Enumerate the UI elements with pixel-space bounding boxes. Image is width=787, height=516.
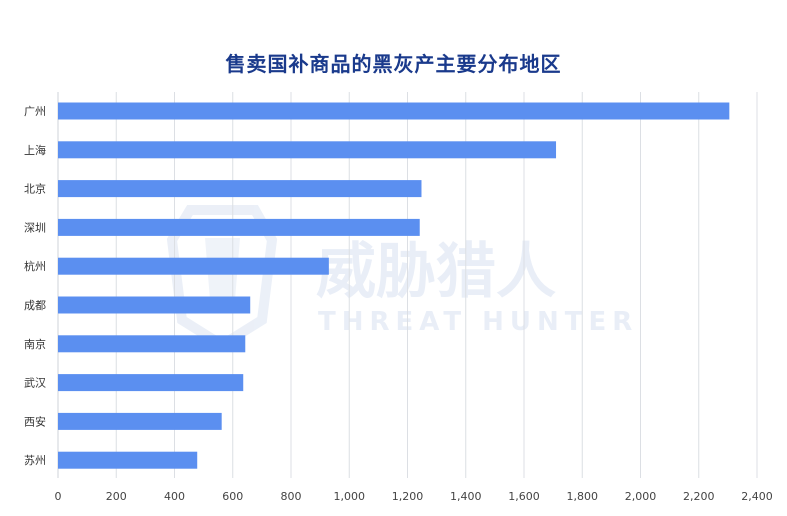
bar: [58, 180, 422, 198]
x-tick-label: 800: [281, 490, 302, 503]
x-axis-ticks: 0 200 400 600 800 1,000 1,200 1,400 1,600 1,800 2,…: [55, 490, 773, 503]
y-category-label: 西安: [24, 414, 46, 428]
x-tick-label: 2,000: [625, 490, 657, 503]
chart-title: 售卖国补商品的黑灰产主要分布地区: [225, 52, 562, 76]
x-tick-label: 2,400: [741, 490, 773, 503]
bars: [58, 102, 730, 469]
x-tick-label: 1,800: [567, 490, 599, 503]
x-tick-label: 600: [222, 490, 243, 503]
y-category-label: 成都: [24, 299, 46, 312]
x-tick-label: 400: [164, 490, 185, 503]
x-tick-label: 2,200: [683, 490, 715, 503]
y-category-label: 广州: [24, 105, 46, 118]
y-category-label: 苏州: [24, 454, 46, 467]
y-category-label: 南京: [24, 337, 46, 351]
bar: [58, 451, 198, 469]
bar: [58, 102, 730, 120]
x-tick-label: 1,400: [450, 490, 482, 503]
x-tick-label: 1,200: [392, 490, 424, 503]
watermark-main-text: 威胁猎人: [316, 237, 556, 307]
y-category-label: 上海: [24, 143, 46, 157]
bar: [58, 257, 329, 275]
x-tick-label: 200: [106, 490, 127, 503]
watermark: 威胁猎人 THREAT HUNTER: [166, 205, 638, 351]
watermark-sub-text: THREAT HUNTER: [318, 307, 638, 337]
y-category-label: 深圳: [24, 221, 46, 234]
bar: [58, 296, 251, 314]
bar: [58, 218, 420, 236]
y-category-label: 北京: [24, 182, 46, 196]
bar: [58, 374, 244, 392]
x-tick-label: 1,600: [508, 490, 540, 503]
x-tick-label: 1,000: [334, 490, 366, 503]
y-category-label: 武汉: [24, 377, 46, 390]
x-tick-label: 0: [55, 490, 62, 503]
bar: [58, 412, 222, 430]
y-category-label: 杭州: [24, 259, 46, 273]
bar: [58, 141, 557, 159]
bar: [58, 335, 246, 353]
